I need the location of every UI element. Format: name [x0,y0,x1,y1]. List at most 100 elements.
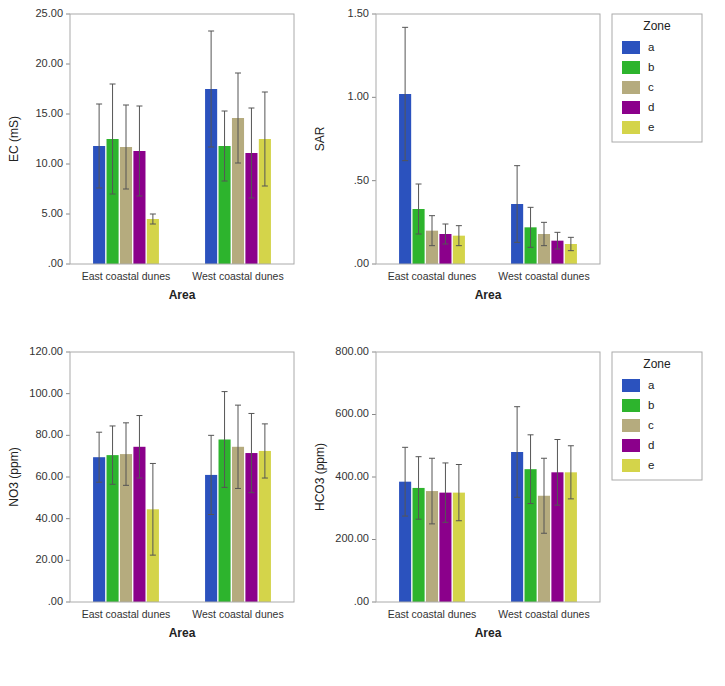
error-bar [110,426,116,484]
y-tick [372,414,376,415]
plot-frame [70,14,294,264]
error-bar [514,166,520,243]
y-tick [66,114,70,115]
error-bar [541,458,547,533]
y-tick [66,214,70,215]
y-tick-label: .00 [354,595,369,607]
marks [399,27,577,264]
y-tick-label: 20.00 [35,57,63,69]
y-tick-label: 60.00 [35,470,63,482]
bar [147,219,159,264]
error-bar [514,407,520,498]
legend-swatch [622,399,640,412]
y-tick-label: 1.50 [348,7,369,19]
y-axis-label: EC (mS) [7,116,21,162]
legend-box [612,352,702,480]
legend-swatch [622,41,640,54]
y-tick-label: 15.00 [35,107,63,119]
y-tick [66,518,70,519]
legend-label: a [648,379,655,391]
marks [93,392,271,602]
error-bar [416,457,422,520]
legend-swatch [622,439,640,452]
legend-label: e [648,121,654,133]
y-tick [66,602,70,603]
x-tick-label: West coastal dunes [498,270,589,282]
subplot: .0020.0040.0060.0080.00100.00120.00East … [7,345,294,640]
legend-label: e [648,459,654,471]
error-bar [456,465,462,521]
error-bar [222,111,228,181]
error-bar [136,106,142,196]
error-bar [554,440,560,506]
y-tick [66,435,70,436]
y-tick [372,97,376,98]
y-axis-label: SAR [313,126,327,151]
error-bar [248,413,254,492]
legend-label: c [648,81,654,93]
x-axis-label: Area [475,288,502,302]
error-bar [528,207,534,247]
error-bar [150,214,156,224]
y-tick-label: 200.00 [335,532,369,544]
error-bar [262,92,268,186]
y-tick-label: 10.00 [35,157,63,169]
error-bar [442,463,448,522]
y-tick-label: 600.00 [335,407,369,419]
y-tick-label: 40.00 [35,512,63,524]
error-bar [123,105,129,189]
legend-swatch [622,121,640,134]
x-tick-label: East coastal dunes [82,608,171,620]
legend-swatch [622,81,640,94]
error-bar [554,232,560,249]
legend-label: b [648,61,654,73]
marks [399,407,577,602]
y-axis-label: NO3 (ppm) [7,447,21,506]
y-tick [372,352,376,353]
y-tick-label: 800.00 [335,345,369,357]
plot-area [70,14,294,264]
legend-swatch [622,101,640,114]
error-bar [568,446,574,499]
y-tick-label: 120.00 [29,345,63,357]
legend-label: d [648,101,654,113]
error-bar [416,184,422,234]
legend-swatch [622,61,640,74]
legend-box [612,14,702,142]
error-bar [150,463,156,555]
subplot: .00200.00400.00600.00800.00East coastal … [313,345,702,640]
legend-title: Zone [643,19,671,33]
subplot: .00.501.001.50East coastal dunesWest coa… [313,7,702,302]
error-bar [541,222,547,245]
plot-frame [376,352,600,602]
error-bar [136,416,142,479]
y-tick [66,64,70,65]
legend-swatch [622,419,640,432]
error-bar [96,432,102,482]
error-bar [123,423,129,486]
x-tick-label: West coastal dunes [498,608,589,620]
y-tick [372,180,376,181]
y-tick [66,393,70,394]
x-axis-label: Area [475,626,502,640]
x-tick-label: East coastal dunes [388,270,477,282]
error-bar [528,435,534,504]
legend-label: d [648,439,654,451]
x-tick-label: West coastal dunes [192,270,283,282]
legend-swatch [622,379,640,392]
legend: Zoneabcde [612,14,702,142]
x-tick-label: West coastal dunes [192,608,283,620]
y-tick-label: .50 [354,174,369,186]
y-tick [66,164,70,165]
y-tick [66,477,70,478]
plot-area [376,352,600,602]
figure: .005.0010.0015.0020.0025.00East coastal … [0,0,725,686]
plot-frame [70,352,294,602]
y-tick-label: 25.00 [35,7,63,19]
plot-area [70,352,294,602]
marks [93,31,271,264]
error-bar [208,31,214,147]
x-axis-label: Area [169,626,196,640]
y-tick-label: .00 [354,257,369,269]
legend-title: Zone [643,357,671,371]
